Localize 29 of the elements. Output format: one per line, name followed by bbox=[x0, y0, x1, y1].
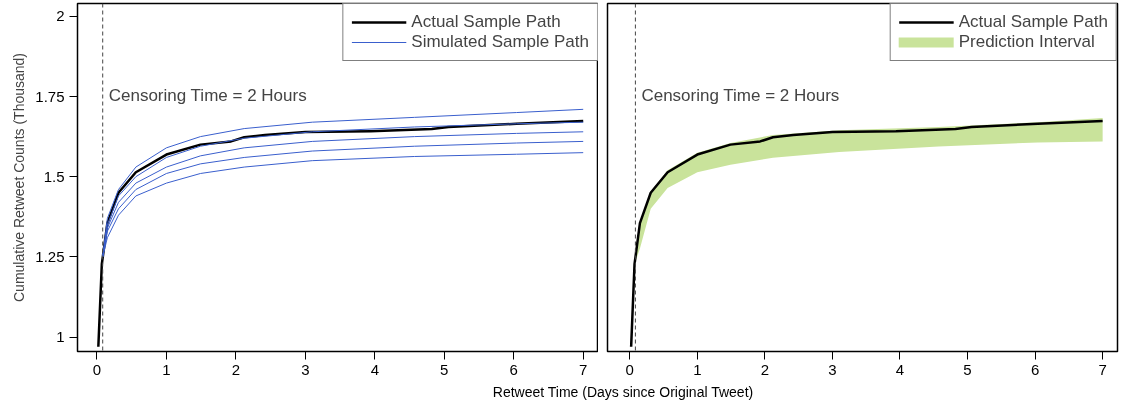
y-axis-title: Cumulative Retweet Counts (Thousand) bbox=[11, 52, 28, 302]
y-tick-label: 2 bbox=[56, 7, 65, 25]
x-tick-label: 6 bbox=[509, 360, 518, 378]
x-tick-label: 3 bbox=[828, 360, 837, 378]
x-tick-label: 2 bbox=[760, 360, 770, 378]
annotation: Censoring Time = 2 Hours bbox=[641, 86, 840, 106]
x-axis-title: Retweet Time (Days since Original Tweet) bbox=[492, 383, 754, 402]
x-tick-label: 7 bbox=[579, 360, 588, 378]
y-tick-label: 1.25 bbox=[35, 247, 65, 265]
legend-label: Prediction Interval bbox=[958, 32, 1095, 52]
y-tick-label: 1.75 bbox=[35, 87, 65, 105]
x-tick-label: 7 bbox=[1098, 360, 1107, 378]
x-tick-label: 3 bbox=[301, 360, 310, 378]
y-tick-label: 1.5 bbox=[43, 167, 65, 185]
x-tick-label: 4 bbox=[895, 360, 905, 378]
x-tick-label: 5 bbox=[963, 360, 972, 378]
x-tick-label: 6 bbox=[1030, 360, 1040, 378]
x-tick-label: 1 bbox=[693, 360, 702, 378]
annotation: Censoring Time = 2 Hours bbox=[108, 86, 307, 106]
x-tick-label: 0 bbox=[92, 360, 102, 378]
x-tick-label: 0 bbox=[625, 360, 634, 378]
legend-label: Simulated Sample Path bbox=[411, 32, 589, 52]
x-tick-label: 4 bbox=[370, 360, 379, 378]
y-tick-label: 1 bbox=[56, 328, 65, 346]
x-tick-label: 2 bbox=[231, 360, 241, 378]
x-tick-label: 5 bbox=[440, 360, 449, 378]
x-tick-label: 1 bbox=[162, 360, 171, 378]
legend-label: Actual Sample Path bbox=[411, 12, 561, 32]
legend-label: Actual Sample Path bbox=[958, 12, 1108, 32]
